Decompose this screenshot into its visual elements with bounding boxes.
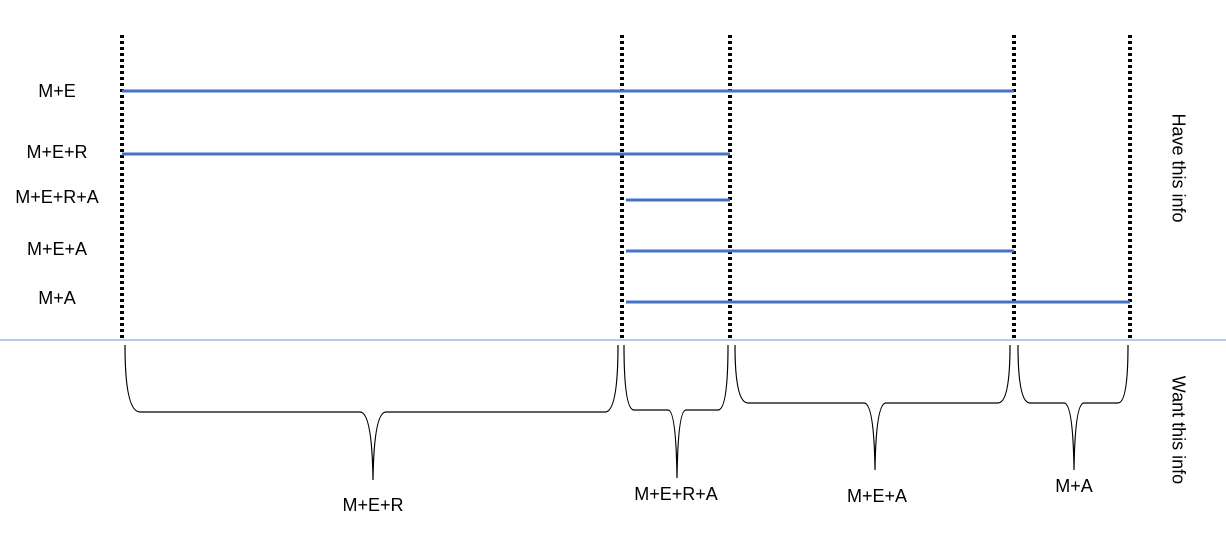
- row-label: M+E+A: [27, 239, 87, 259]
- brace: [124, 344, 619, 481]
- segment-label: M+E+R: [342, 495, 403, 515]
- segment-label: M+A: [1055, 476, 1093, 496]
- braces: [124, 344, 1129, 481]
- row-label: M+E+R: [26, 142, 87, 162]
- spans: [122, 89, 1130, 304]
- brace: [623, 344, 729, 479]
- row-label: M+A: [38, 288, 76, 308]
- segment-label: M+E+A: [847, 486, 907, 506]
- dividers: [120, 35, 1132, 340]
- side-label: Have this info: [1168, 113, 1188, 222]
- row-label: M+E+R+A: [15, 187, 99, 207]
- segment-label: M+E+R+A: [634, 484, 718, 504]
- brace: [734, 344, 1011, 471]
- brace: [1017, 344, 1129, 471]
- row-label: M+E: [38, 81, 76, 101]
- side-label: Want this info: [1168, 376, 1188, 484]
